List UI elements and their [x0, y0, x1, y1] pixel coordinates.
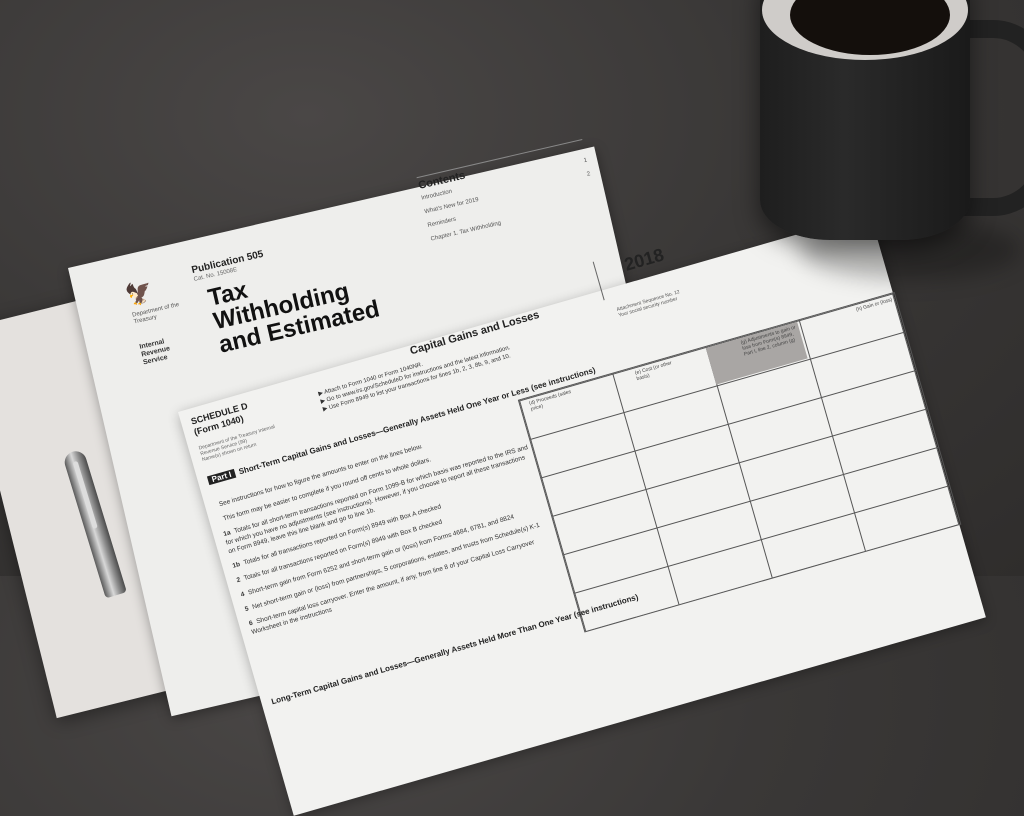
contents: Contents Introduction 1 What's New for 20… — [416, 139, 600, 251]
irs-agency: Internal Revenue Service — [138, 338, 171, 367]
form-lines: See instructions for how to figure the a… — [214, 413, 562, 643]
